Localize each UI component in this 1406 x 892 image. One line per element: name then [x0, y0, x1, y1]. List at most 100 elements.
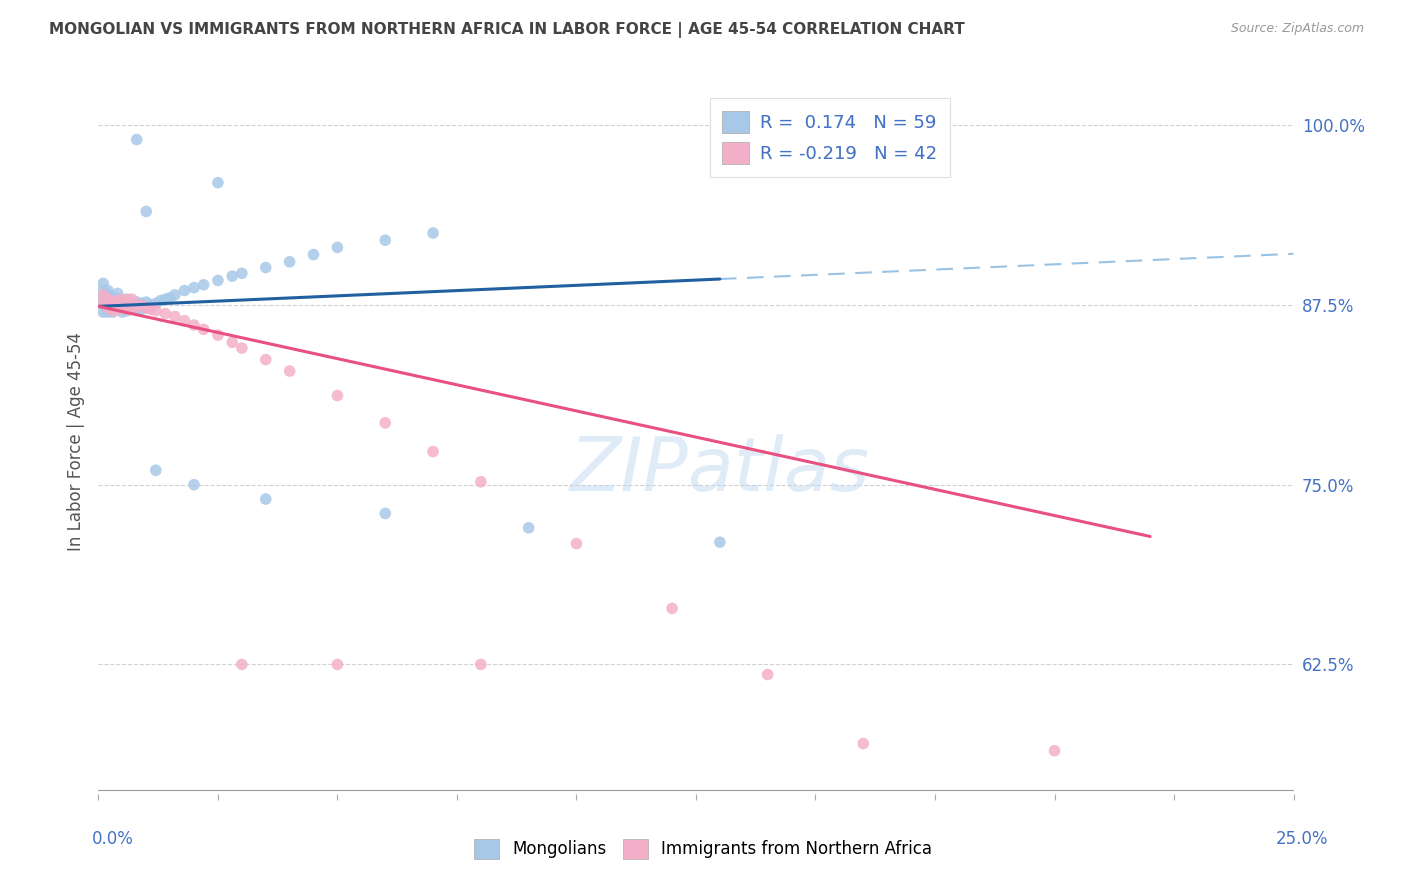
- Point: [115, 298, 138, 312]
- Point: [101, 301, 124, 315]
- Point: [278, 364, 301, 378]
- Point: [107, 286, 129, 301]
- Point: [221, 335, 243, 350]
- Point: [183, 477, 205, 491]
- Point: [115, 302, 138, 317]
- Point: [125, 132, 148, 146]
- Point: [173, 284, 195, 298]
- Point: [517, 521, 540, 535]
- Point: [125, 295, 148, 310]
- Point: [193, 322, 215, 336]
- Point: [155, 292, 177, 306]
- Point: [207, 176, 229, 190]
- Point: [111, 293, 134, 308]
- Point: [139, 298, 162, 312]
- Point: [565, 536, 588, 550]
- Text: 0.0%: 0.0%: [91, 830, 134, 847]
- Point: [101, 303, 124, 318]
- Point: [121, 292, 143, 306]
- Legend: Mongolians, Immigrants from Northern Africa: Mongolians, Immigrants from Northern Afr…: [467, 832, 939, 866]
- Text: 25.0%: 25.0%: [1277, 830, 1329, 847]
- Point: [111, 305, 134, 319]
- Point: [145, 303, 167, 318]
- Point: [91, 284, 114, 298]
- Point: [326, 240, 349, 254]
- Point: [121, 301, 143, 315]
- Point: [231, 341, 253, 355]
- Point: [709, 535, 731, 549]
- Point: [131, 298, 153, 312]
- Point: [278, 254, 301, 268]
- Point: [159, 291, 181, 305]
- Point: [115, 293, 138, 308]
- Point: [149, 293, 172, 308]
- Point: [254, 260, 277, 275]
- Legend: R =  0.174   N = 59, R = -0.219   N = 42: R = 0.174 N = 59, R = -0.219 N = 42: [710, 98, 950, 177]
- Point: [173, 314, 195, 328]
- Point: [163, 310, 186, 324]
- Point: [91, 291, 114, 305]
- Point: [756, 667, 779, 681]
- Point: [139, 302, 162, 317]
- Text: MONGOLIAN VS IMMIGRANTS FROM NORTHERN AFRICA IN LABOR FORCE | AGE 45-54 CORRELAT: MONGOLIAN VS IMMIGRANTS FROM NORTHERN AF…: [49, 22, 965, 38]
- Point: [135, 295, 157, 310]
- Point: [91, 288, 114, 302]
- Point: [97, 284, 120, 298]
- Point: [107, 302, 129, 317]
- Point: [121, 302, 143, 317]
- Point: [107, 292, 129, 306]
- Point: [470, 475, 492, 489]
- Point: [163, 288, 186, 302]
- Point: [254, 352, 277, 367]
- Point: [231, 657, 253, 672]
- Point: [97, 292, 120, 306]
- Point: [97, 302, 120, 317]
- Point: [995, 837, 1018, 851]
- Point: [97, 305, 120, 319]
- Point: [131, 296, 153, 310]
- Point: [101, 305, 124, 319]
- Point: [326, 657, 349, 672]
- Point: [101, 295, 124, 310]
- Point: [254, 491, 277, 506]
- Point: [135, 204, 157, 219]
- Point: [115, 292, 138, 306]
- Point: [302, 247, 325, 261]
- Point: [207, 328, 229, 343]
- Point: [97, 301, 120, 315]
- Point: [374, 233, 396, 247]
- Point: [131, 302, 153, 317]
- Point: [107, 298, 129, 312]
- Point: [91, 296, 114, 310]
- Point: [1043, 744, 1066, 758]
- Point: [107, 302, 129, 317]
- Point: [221, 269, 243, 284]
- Point: [111, 301, 134, 315]
- Point: [422, 444, 444, 458]
- Point: [121, 296, 143, 310]
- Text: Source: ZipAtlas.com: Source: ZipAtlas.com: [1230, 22, 1364, 36]
- Y-axis label: In Labor Force | Age 45-54: In Labor Force | Age 45-54: [66, 332, 84, 551]
- Point: [125, 301, 148, 315]
- Point: [207, 273, 229, 287]
- Point: [91, 305, 114, 319]
- Point: [374, 507, 396, 521]
- Point: [111, 299, 134, 313]
- Point: [852, 737, 875, 751]
- Point: [91, 277, 114, 291]
- Point: [155, 307, 177, 321]
- Point: [135, 301, 157, 315]
- Point: [135, 301, 157, 315]
- Point: [145, 296, 167, 310]
- Point: [183, 318, 205, 332]
- Point: [470, 657, 492, 672]
- Point: [111, 292, 134, 306]
- Text: ZIPatlas: ZIPatlas: [569, 434, 870, 506]
- Point: [101, 291, 124, 305]
- Point: [183, 280, 205, 294]
- Point: [91, 298, 114, 312]
- Point: [125, 299, 148, 313]
- Point: [101, 295, 124, 310]
- Point: [422, 226, 444, 240]
- Point: [107, 293, 129, 308]
